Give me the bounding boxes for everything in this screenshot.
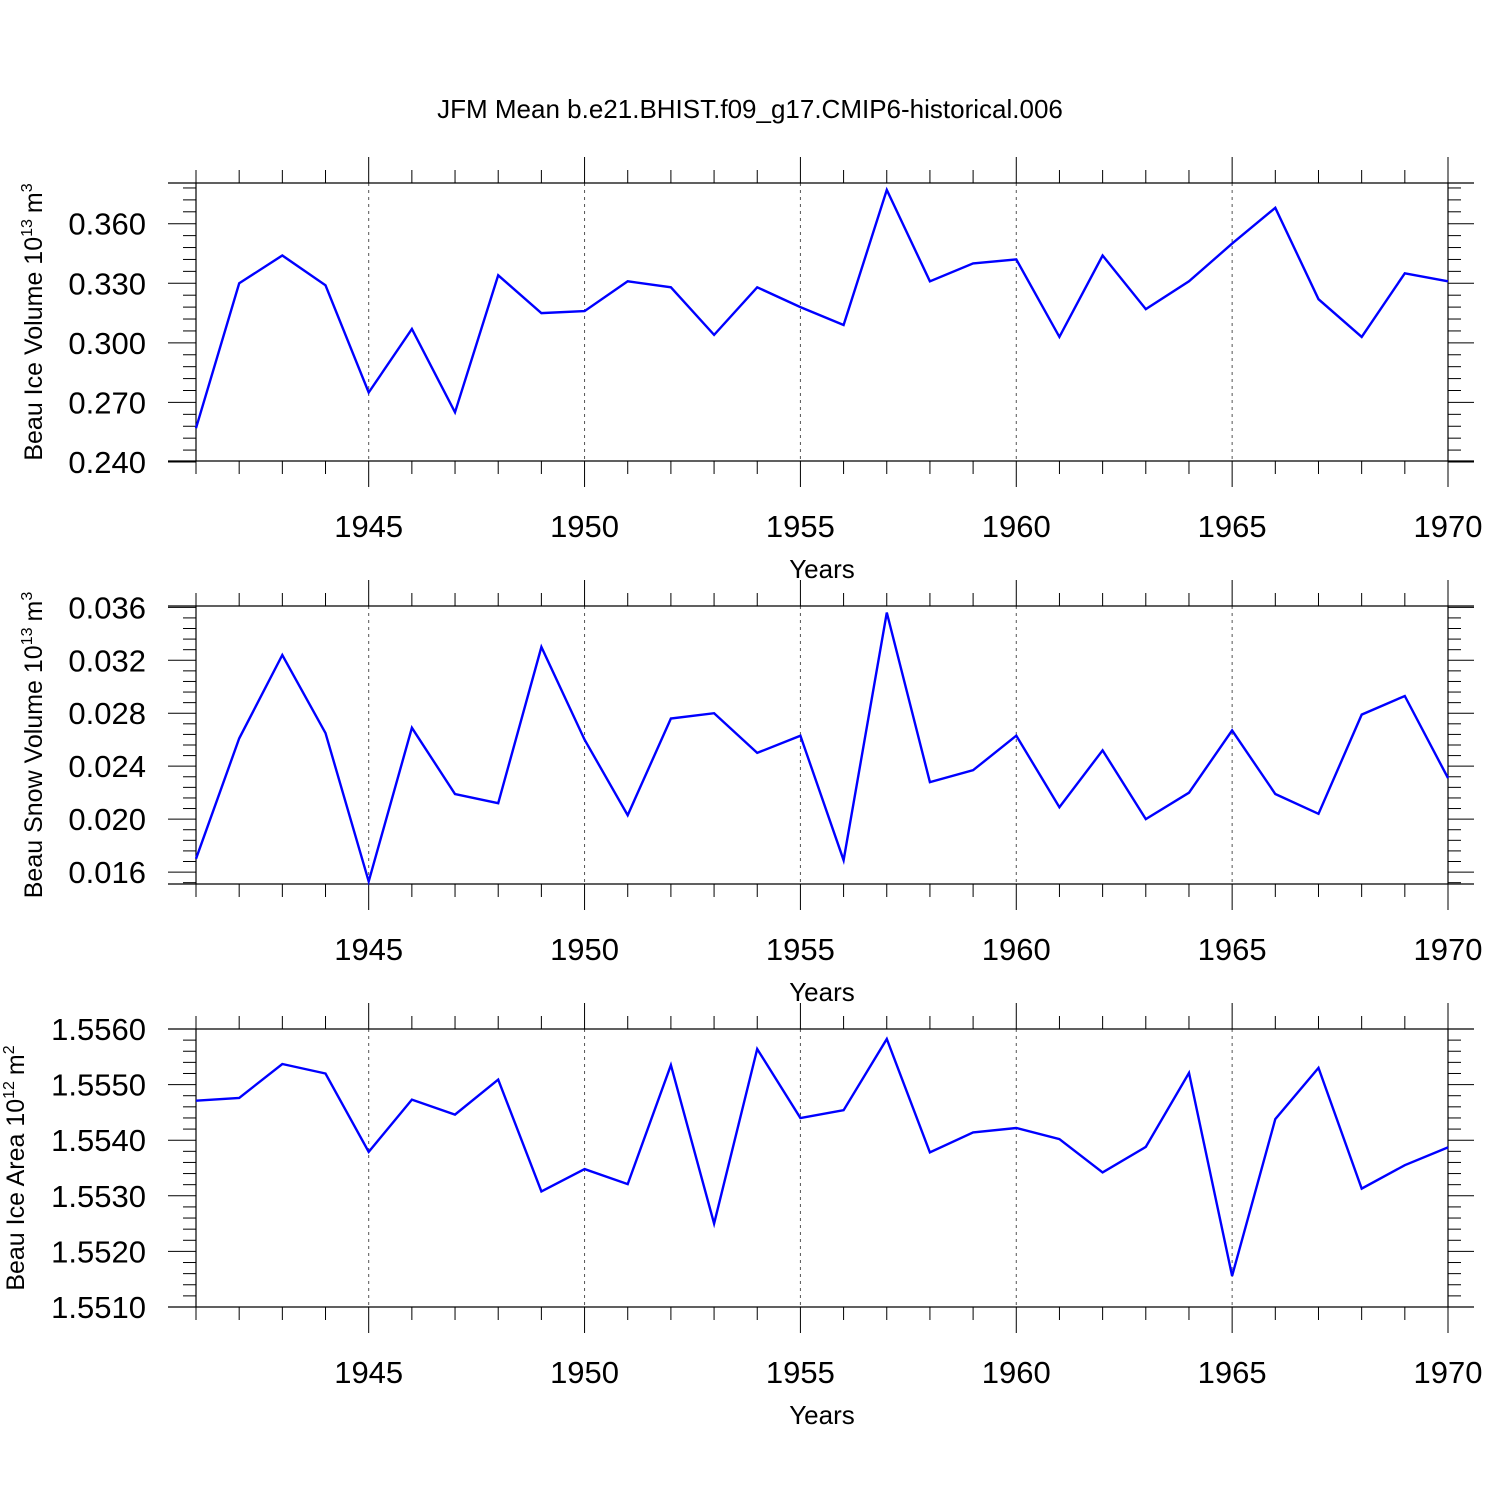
x-tick-label: 1945 (334, 509, 403, 544)
y-tick-label: 1.5520 (51, 1234, 146, 1269)
x-tick-label: 1950 (550, 509, 619, 544)
y-tick-label: 1.5560 (51, 1012, 146, 1047)
series-line (195, 1036, 1449, 1277)
y-axis-label-text: Beau Snow Volume 10 (20, 645, 48, 898)
y-axis-label-exponent: 13 (19, 219, 36, 237)
y-axis-label-unit-exponent: 3 (19, 592, 36, 601)
x-tick-label: 1950 (550, 1355, 619, 1390)
x-tick-label: 1945 (334, 932, 403, 967)
chart-panel-1: 0.240 0.270 0.300 0.330 0.360 1945 1950 1955 196… (19, 157, 1482, 584)
y-axis-label: Beau Ice Volume 1013 m3 (19, 183, 48, 460)
y-axis-label: Beau Snow Volume 1013 m3 (19, 592, 48, 899)
chart-panel-3: 1.5510 1.5520 1.5530 1.5540 1.5550 1.5560 1945… (1, 1003, 1482, 1430)
x-tick-label: 1960 (982, 509, 1051, 544)
y-tick-label: 0.032 (68, 643, 146, 678)
x-tick-label: 1970 (1414, 932, 1483, 967)
x-tick-label: 1970 (1414, 1355, 1483, 1390)
y-axis-label-text: Beau Ice Volume 10 (20, 237, 48, 461)
x-tick-label: 1955 (766, 932, 835, 967)
x-axis-label: Years (789, 554, 855, 584)
x-tick-label: 1950 (550, 932, 619, 967)
y-tick-label: 0.036 (68, 590, 146, 625)
x-tick-label: 1965 (1198, 1355, 1267, 1390)
x-tick-label: 1965 (1198, 932, 1267, 967)
y-axis-label-unit: m (20, 601, 48, 622)
x-tick-label: 1965 (1198, 509, 1267, 544)
y-axis-label-unit: m (20, 192, 48, 213)
series-line (194, 186, 1449, 429)
y-tick-label: 0.020 (68, 802, 146, 837)
x-axis-label: Years (789, 977, 855, 1007)
x-axis-label: Years (789, 1400, 855, 1430)
y-tick-label: 0.330 (68, 266, 146, 301)
x-tick-label: 1960 (982, 932, 1051, 967)
y-tick-label: 1.5550 (51, 1068, 146, 1103)
y-axis-label-text: Beau Ice Area 10 (2, 1099, 30, 1291)
x-tick-label: 1945 (334, 1355, 403, 1390)
y-axis-label-exponent: 12 (1, 1081, 18, 1099)
y-tick-label: 1.5530 (51, 1179, 146, 1214)
y-axis-label-unit: m (2, 1054, 30, 1075)
y-tick-label: 0.270 (68, 385, 146, 420)
y-axis-label-exponent: 13 (19, 627, 36, 645)
y-axis-label-unit-exponent: 3 (19, 183, 36, 192)
y-axis-label: Beau Ice Area 1012 m2 (1, 1045, 30, 1290)
x-tick-label: 1960 (982, 1355, 1051, 1390)
chart-title: JFM Mean b.e21.BHIST.f09_g17.CMIP6-histo… (437, 94, 1063, 124)
y-tick-label: 0.016 (68, 855, 146, 890)
x-tick-label: 1955 (766, 509, 835, 544)
y-tick-label: 0.300 (68, 326, 146, 361)
y-tick-label: 0.024 (68, 749, 146, 784)
y-tick-label: 0.360 (68, 207, 146, 242)
chart-panel-2: 0.016 0.020 0.024 0.028 0.032 0.036 1945 1950 19… (19, 580, 1482, 1007)
y-tick-label: 0.028 (68, 696, 146, 731)
y-tick-label: 1.5510 (51, 1290, 146, 1325)
x-tick-label: 1970 (1414, 509, 1483, 544)
y-axis-label-unit-exponent: 2 (1, 1045, 18, 1054)
y-tick-label: 0.240 (68, 445, 146, 480)
y-tick-label: 1.5540 (51, 1123, 146, 1158)
series-line (194, 612, 1450, 886)
x-tick-label: 1955 (766, 1355, 835, 1390)
panels: 0.240 0.270 0.300 0.330 0.360 1945 1950 1955 196… (1, 157, 1482, 1430)
